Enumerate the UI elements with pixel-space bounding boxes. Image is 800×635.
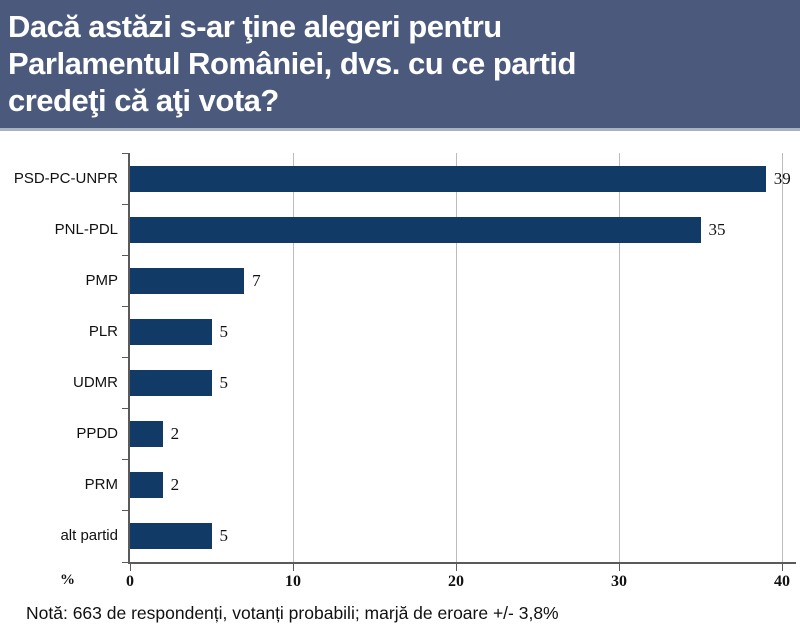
bar [130,472,163,499]
x-axis-tick-label-10: 10 [285,573,301,590]
y-axis-tick [122,357,130,358]
category-label: PLR [88,322,118,340]
gridline-10 [292,153,294,562]
value-label: 2 [170,475,180,495]
bar [130,267,245,294]
header: Dacă astăzi s-ar ţine alegeri pentru Par… [0,0,800,131]
y-axis-line [128,153,130,563]
category-label: PRM [84,476,118,494]
x-axis-tick-30 [618,564,620,571]
bar [130,370,212,397]
value-label: 5 [219,373,229,393]
bar [130,523,212,550]
x-axis-line [128,562,796,564]
bar-row-pmp: PMP 7 [85,255,782,306]
y-axis-tick [122,408,130,410]
bar-row-prm: PRM 2 [85,460,782,511]
category-label: PPDD [76,425,118,443]
category-label: PSD-PC-UNPR [13,169,118,187]
y-axis-tick [122,203,130,205]
category-label: UDMR [73,374,118,392]
page-title-line-2: Parlamentul României, dvs. cu ce partid [8,46,576,81]
page-title-line-3: credeţi că aţi vota? [8,83,279,118]
bar [130,216,701,243]
bar [130,318,212,345]
y-axis-tick [122,152,130,154]
chart-area: PSD-PC-UNPR 39 PNL-PDL 35 PMP 7 PLR 5 UDMR 5 PPDD 2… [0,131,800,635]
value-label: 39 [773,168,791,188]
bar [130,165,766,192]
y-axis-tick [122,561,130,563]
gridline-20 [455,153,457,562]
x-axis-unit-label: % [60,572,75,588]
footnote: Notă: 663 de respondenți, votanți probab… [26,603,559,623]
value-label: 5 [219,321,229,341]
value-label: 5 [219,526,229,546]
category-label: PNL-PDL [54,220,118,238]
category-label: PMP [85,271,118,289]
bar-row-pnl-pdl: PNL-PDL 35 [55,204,782,255]
x-axis-tick-40 [781,564,783,571]
x-axis-tick-label-30: 30 [611,573,627,590]
y-axis-tick [122,254,130,256]
x-axis-tick-label-0: 0 [126,573,134,590]
y-axis-tick [122,510,130,512]
bar-chart-plot: PSD-PC-UNPR 39 PNL-PDL 35 PMP 7 PLR 5 UDMR 5 PPDD 2… [14,152,796,590]
gridline-30 [618,153,620,562]
bar-row-alt-partid: alt partid 5 [60,511,782,562]
x-axis-tick-0 [129,564,131,571]
value-label: 2 [170,424,180,444]
value-label: 35 [708,219,726,239]
x-axis-tick-20 [455,564,457,571]
category-label: alt partid [60,527,118,545]
page-title-line-1: Dacă astăzi s-ar ţine alegeri pentru [8,9,502,44]
y-axis-tick [122,305,130,307]
y-axis-tick [122,459,130,461]
x-axis-tick-label-40: 40 [774,573,790,590]
x-axis-tick-10 [292,564,294,571]
value-label: 7 [252,270,261,290]
x-axis-tick-label-20: 20 [448,573,464,590]
gridline-40 [781,153,783,562]
page-title: Dacă astăzi s-ar ţine alegeri pentru Par… [0,0,800,119]
bar-row-udmr: UDMR 5 [73,358,782,409]
bar-row-plr: PLR 5 [89,306,782,357]
bar-row-psd-pc-unpr: PSD-PC-UNPR 39 [14,153,791,204]
bar [130,421,163,448]
bar-row-ppdd: PPDD 2 [76,409,782,460]
